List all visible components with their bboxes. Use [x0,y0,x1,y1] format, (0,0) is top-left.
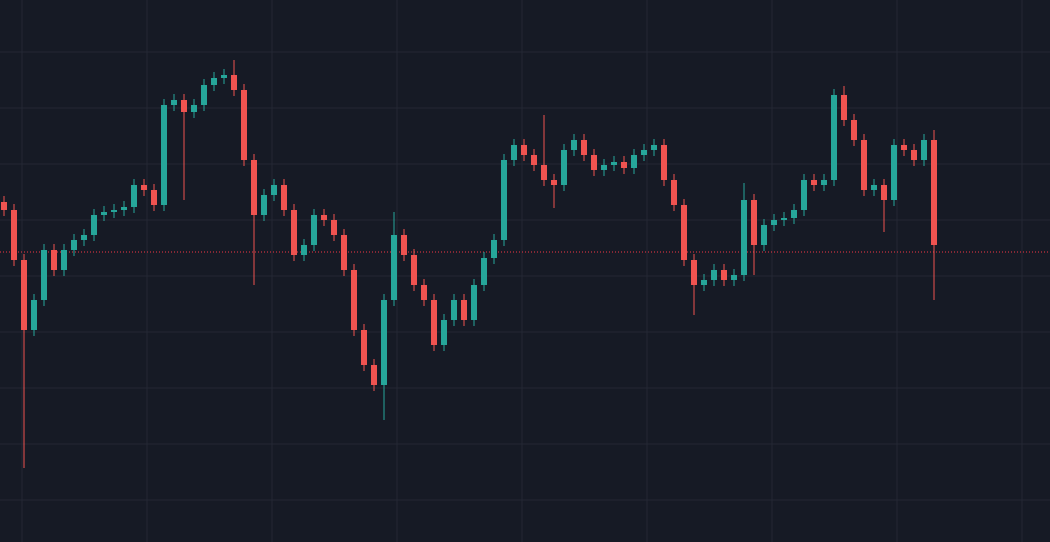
candle-body [541,165,547,180]
candle-body [161,105,167,205]
candle-body [561,150,567,185]
candle-body [681,205,687,260]
candle-body [771,220,777,225]
candle-body [31,300,37,330]
candle-body [461,300,467,320]
candle-body [551,180,557,185]
candle-body [781,218,787,220]
candle-body [451,300,457,320]
candle-body [11,210,17,260]
candle-body [641,150,647,155]
candle-body [201,85,207,105]
candle-body [531,155,537,165]
candle-body [711,270,717,280]
candle-body [921,140,927,160]
candle-body [901,145,907,150]
candle-body [801,180,807,210]
candle-body [331,220,337,235]
candle-body [471,285,477,320]
candle-body [721,270,727,280]
candle-body [341,235,347,270]
candle-body [261,195,267,215]
candle-body [101,212,107,215]
candle-body [691,260,697,285]
candle-body [51,250,57,270]
candle-body [311,215,317,245]
candle-body [661,145,667,180]
candle-body [181,100,187,112]
candle-body [611,162,617,165]
candle-body [361,330,367,365]
candle-body [881,185,887,200]
candle-body [731,275,737,280]
candle-body [481,258,487,285]
candle-body [891,145,897,200]
candle-body [651,145,657,150]
candle-body [671,180,677,205]
candle-body [401,235,407,255]
candle-body [491,240,497,258]
candle-body [501,160,507,240]
candle-body [231,75,237,90]
candle-body [111,210,117,212]
candle-body [411,255,417,285]
candle-body [701,280,707,285]
candle-body [321,215,327,220]
candle-body [91,215,97,235]
candle-body [931,140,937,245]
candle-body [391,235,397,300]
candle-body [191,105,197,112]
candle-body [1,202,7,210]
candle-body [431,300,437,345]
candle-body [151,190,157,205]
candle-body [811,180,817,185]
candle-body [741,200,747,275]
candle-body [271,185,277,195]
candle-body [211,78,217,85]
candle-body [761,225,767,245]
candle-body [571,140,577,150]
candle-body [751,200,757,245]
candle-body [821,180,827,185]
candle-body [221,75,227,78]
candle-body [301,245,307,255]
candle-body [251,160,257,215]
candle-body [601,165,607,170]
candle-body [21,260,27,330]
candle-body [371,365,377,385]
candle-body [581,140,587,155]
candle-body [61,250,67,270]
candle-body [171,100,177,105]
candle-body [381,300,387,385]
candle-body [351,270,357,330]
candle-body [871,185,877,190]
candle-body [521,145,527,155]
candle-body [141,185,147,190]
candle-body [511,145,517,160]
candle-body [121,207,127,210]
candle-body [241,90,247,160]
candle-body [421,285,427,300]
candle-body [841,95,847,120]
candle-body [791,210,797,218]
candle-body [71,240,77,250]
candle-body [41,250,47,300]
candle-body [281,185,287,210]
candle-body [631,155,637,168]
candle-body [911,150,917,160]
candle-body [591,155,597,170]
candle-body [831,95,837,180]
candle-body [441,320,447,345]
candle-body [81,235,87,240]
candle-body [851,120,857,140]
candle-body [291,210,297,255]
candle-body [861,140,867,190]
candle-body [131,185,137,207]
candle-body [621,162,627,168]
